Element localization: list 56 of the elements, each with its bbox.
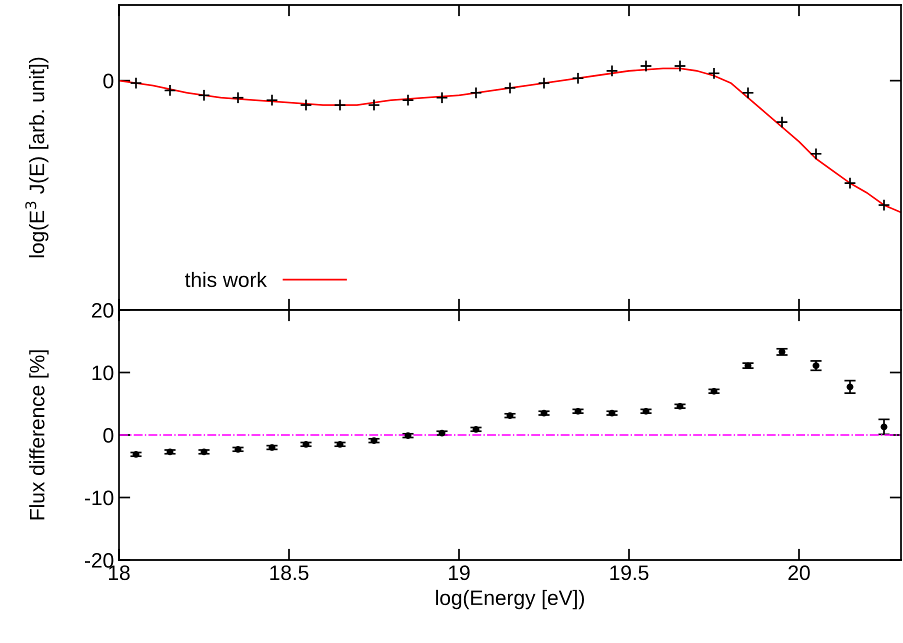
point xyxy=(506,412,514,420)
point xyxy=(810,148,822,160)
y-axis-title: Flux difference [%] xyxy=(29,350,49,520)
point xyxy=(268,444,276,451)
point xyxy=(708,67,720,80)
x-tick-label: 19 xyxy=(449,565,470,580)
point xyxy=(674,60,686,72)
x-tick-label: 19.5 xyxy=(610,565,648,580)
point xyxy=(742,86,754,100)
point xyxy=(710,388,718,395)
point xyxy=(438,430,446,437)
point xyxy=(472,426,480,433)
point xyxy=(368,98,380,112)
y-tick-label: -10 xyxy=(84,490,114,506)
point xyxy=(198,89,210,102)
point xyxy=(402,94,414,106)
point xyxy=(538,76,550,90)
point xyxy=(436,92,448,104)
y-tick-label: 20 xyxy=(92,303,114,318)
x-axis-title: log(Energy [eV]) xyxy=(436,590,584,610)
y-tick-label: 0 xyxy=(103,428,114,443)
point xyxy=(676,402,684,410)
point xyxy=(844,176,856,190)
y-axis-title: log(E$^{3}$ J(E) [arb. unit]) xyxy=(25,58,48,258)
point xyxy=(370,437,378,444)
x-tick-label: 18.5 xyxy=(270,565,308,580)
point xyxy=(812,362,820,370)
point xyxy=(878,198,890,212)
point xyxy=(234,446,242,453)
point xyxy=(300,98,312,112)
point xyxy=(266,94,278,106)
point xyxy=(302,440,310,448)
point xyxy=(776,116,788,128)
point xyxy=(200,448,208,456)
point xyxy=(336,440,344,448)
point xyxy=(166,448,174,456)
point xyxy=(744,362,752,370)
point xyxy=(880,423,888,430)
point xyxy=(608,410,616,417)
point xyxy=(846,383,854,390)
point xyxy=(642,408,650,415)
point xyxy=(574,408,582,415)
point xyxy=(470,86,482,100)
point xyxy=(334,98,346,112)
point xyxy=(132,450,140,458)
point xyxy=(404,432,412,440)
x-tick-label: 20 xyxy=(788,565,810,580)
y-tick-label: 10 xyxy=(92,366,114,380)
point xyxy=(572,72,584,84)
point xyxy=(540,410,548,417)
legend-label: this work xyxy=(184,272,267,288)
point xyxy=(640,60,652,72)
point xyxy=(504,82,516,94)
point xyxy=(606,64,618,78)
point xyxy=(164,84,176,97)
point xyxy=(232,92,244,104)
